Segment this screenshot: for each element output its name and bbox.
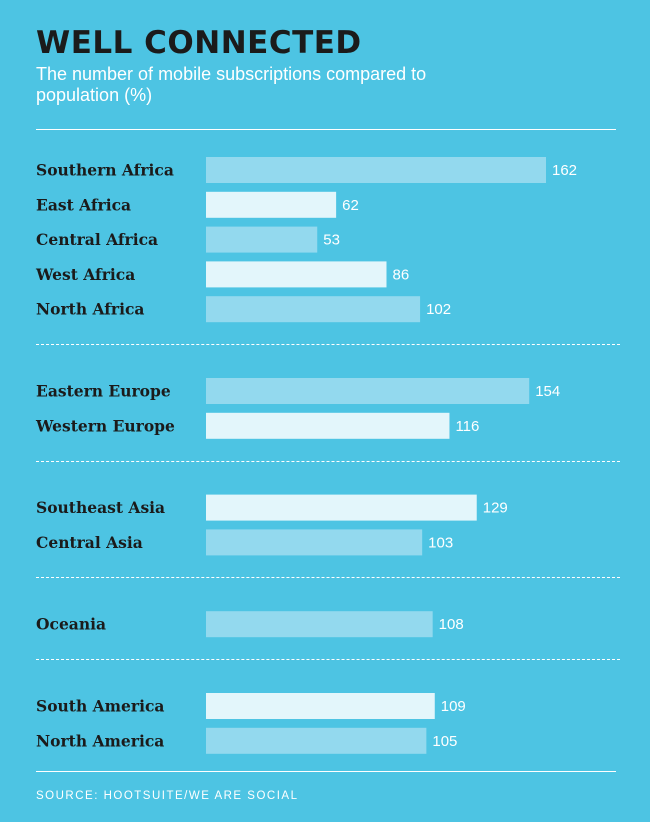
category-label: Western Europe (35, 416, 175, 435)
group-divider (36, 577, 620, 578)
category-label: Central Asia (36, 533, 143, 552)
category-label: South America (36, 697, 164, 716)
value-label: 154 (535, 383, 560, 400)
bar (206, 261, 387, 288)
category-label: Central Africa (36, 230, 158, 249)
source-note: SOURCE: HOOTSUITE/WE ARE SOCIAL (36, 790, 299, 802)
category-label: Eastern Europe (36, 382, 171, 401)
group-divider (36, 344, 620, 345)
bar (206, 191, 337, 218)
value-label: 109 (441, 698, 466, 715)
category-label: North America (36, 731, 164, 750)
chart-title: WELL CONNECTED (36, 25, 362, 61)
bar (206, 412, 450, 439)
bar (206, 529, 423, 556)
bottom-divider (36, 771, 616, 772)
value-label: 105 (432, 733, 457, 750)
chart-subtitle: The number of mobile subscriptions compa… (36, 64, 427, 105)
bar (206, 693, 435, 719)
value-label: 162 (552, 162, 577, 179)
bar (206, 296, 421, 323)
category-label: West Africa (35, 265, 135, 284)
value-label: 53 (323, 232, 340, 249)
group-divider (36, 659, 620, 660)
category-label: Oceania (36, 615, 106, 634)
bar (206, 157, 546, 183)
bar (206, 727, 427, 754)
value-label: 129 (483, 500, 508, 517)
value-label: 86 (392, 266, 409, 283)
value-label: 62 (342, 197, 359, 214)
bar (206, 611, 433, 638)
value-label: 103 (428, 534, 453, 551)
value-label: 116 (455, 418, 479, 435)
category-label: East Africa (36, 195, 131, 214)
bar (206, 378, 530, 404)
value-label: 102 (426, 301, 451, 318)
category-label: North Africa (36, 300, 144, 319)
group-divider (36, 461, 620, 462)
bar (206, 226, 318, 253)
top-divider (36, 129, 616, 130)
bar (206, 494, 477, 521)
category-label: Southern Africa (36, 161, 174, 180)
category-label: Southeast Asia (36, 498, 165, 517)
value-label: 108 (439, 616, 464, 633)
